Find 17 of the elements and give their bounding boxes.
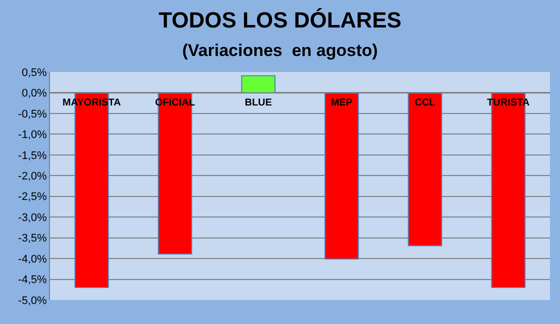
- x-tick-label: BLUE: [244, 98, 272, 109]
- y-tick-label: -4,5%: [18, 274, 48, 286]
- y-tick-label: -3,0%: [18, 212, 48, 224]
- y-tick-label: 0,0%: [22, 88, 48, 100]
- chart-title: TODOS LOS DÓLARES: [158, 8, 402, 33]
- y-tick-label: -3,5%: [18, 232, 48, 245]
- x-tick-label: MEP: [330, 98, 353, 109]
- y-tick-label: -2,0%: [18, 170, 48, 182]
- y-tick-label: -1,0%: [18, 129, 48, 142]
- y-tick-label: 0,5%: [22, 66, 48, 79]
- y-tick-label: -2,5%: [18, 191, 48, 204]
- x-tick-label: CCL: [414, 98, 436, 109]
- chart-subtitle: (Variaciones en agosto): [182, 41, 378, 60]
- y-tick-label: -1,5%: [18, 150, 48, 162]
- y-tick-label: -5,0%: [18, 294, 48, 307]
- y-tick-label: -0,5%: [18, 108, 48, 120]
- y-tick-label: -4,0%: [18, 253, 48, 266]
